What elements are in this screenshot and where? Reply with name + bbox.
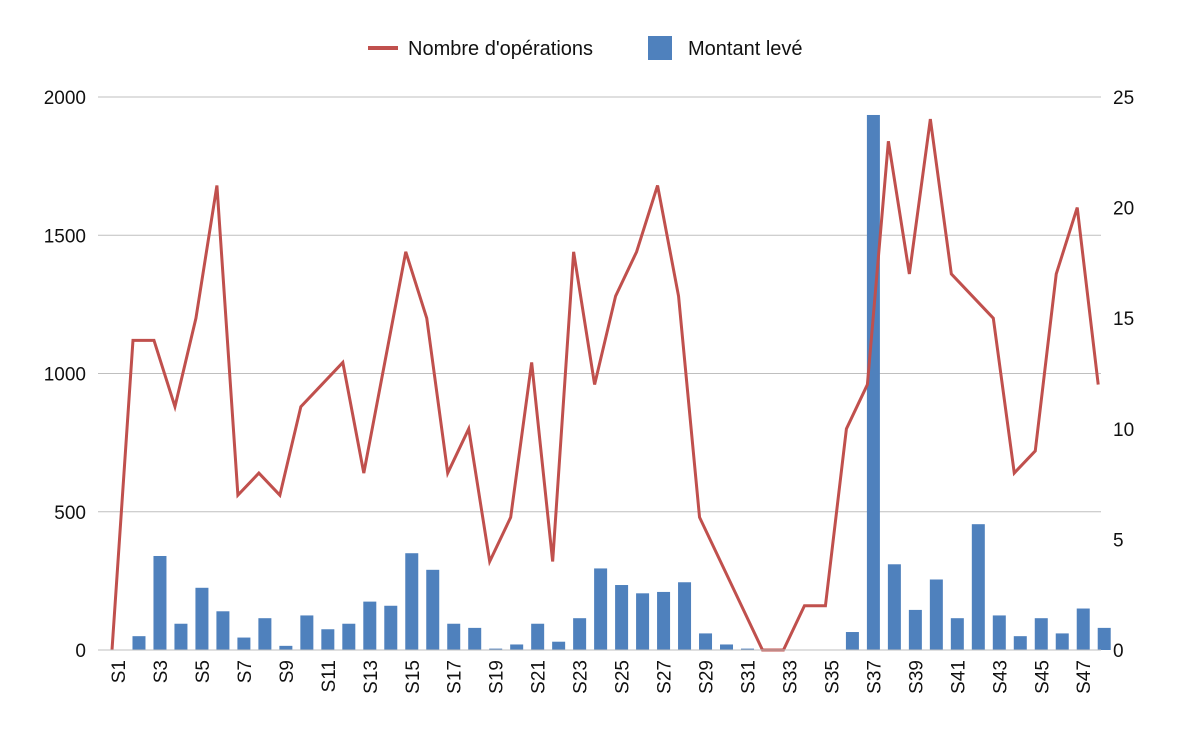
bar [573, 618, 587, 650]
bar-series [132, 114, 1111, 650]
bar [866, 114, 880, 650]
bar [699, 633, 713, 650]
bar [1034, 618, 1048, 650]
bar [971, 524, 985, 650]
line-series [110, 118, 1100, 652]
bar [657, 591, 671, 650]
y-right-tick-label: 5 [1113, 530, 1124, 551]
legend-label-amount: Montant levé [688, 38, 803, 60]
x-tick-label: S27 [655, 660, 676, 694]
y-left-tick-label: 500 [54, 503, 86, 524]
bar [132, 636, 146, 650]
bar [195, 587, 209, 650]
x-tick-label: S23 [571, 660, 592, 694]
y-left-tick-label: 2000 [44, 88, 86, 109]
x-tick-label: S17 [445, 660, 466, 694]
bar [531, 623, 545, 650]
bar [426, 569, 440, 650]
bar [1013, 636, 1027, 650]
x-tick-label: S45 [1032, 660, 1053, 694]
bar [992, 615, 1006, 650]
bar [174, 623, 188, 650]
bar [237, 637, 251, 650]
x-tick-label: S43 [990, 660, 1011, 694]
y-left-tick-label: 1500 [44, 226, 86, 247]
bar [552, 641, 566, 650]
x-tick-label: S37 [864, 660, 885, 694]
bar [1097, 627, 1111, 650]
x-tick-label: S31 [738, 660, 759, 694]
bar [1076, 608, 1090, 650]
x-tick-label: S3 [151, 660, 172, 683]
x-tick-label: S1 [109, 660, 130, 683]
y-left-tick-label: 0 [75, 641, 86, 662]
bar [384, 605, 398, 650]
legend: Nombre d'opérations Montant levé [368, 36, 803, 60]
bar [153, 555, 167, 650]
bar [908, 609, 922, 650]
bar [845, 632, 859, 650]
bar [405, 553, 419, 650]
x-tick-label: S19 [487, 660, 508, 694]
bar [342, 623, 356, 650]
y-left-tick-label: 1000 [44, 365, 86, 386]
bar [636, 593, 650, 650]
x-tick-label: S39 [906, 660, 927, 694]
legend-label-operations: Nombre d'opérations [408, 38, 593, 60]
x-tick-label: S29 [697, 660, 718, 694]
axes: 0 500 1000 1500 2000 0 5 10 15 20 25 S1 S3 S5 S7 S9 S11 S… [44, 88, 1134, 694]
bar [678, 582, 692, 650]
bar [1055, 633, 1069, 650]
bar [300, 615, 314, 650]
bar [615, 585, 629, 650]
bar [216, 611, 230, 650]
x-tick-label: S9 [277, 660, 298, 683]
y-right-tick-label: 10 [1113, 420, 1134, 441]
x-tick-label: S15 [403, 660, 424, 694]
gridlines [98, 96, 1101, 651]
bar [720, 644, 734, 650]
bar [489, 648, 503, 650]
bar [468, 627, 482, 650]
series-line [110, 118, 1100, 652]
bar [510, 644, 524, 650]
y-right-tick-label: 15 [1113, 309, 1134, 330]
x-tick-label: S7 [235, 660, 256, 683]
y-right-tick-label: 20 [1113, 199, 1134, 220]
x-tick-label: S33 [780, 660, 801, 694]
x-tick-label: S41 [948, 660, 969, 694]
bar [279, 645, 293, 650]
legend-bar-swatch [648, 36, 672, 60]
x-tick-label: S21 [529, 660, 550, 694]
bar [740, 648, 754, 650]
x-tick-label: S13 [361, 660, 382, 694]
bar [594, 568, 608, 650]
y-right-tick-label: 0 [1113, 641, 1124, 662]
bar [887, 564, 901, 650]
bar [321, 629, 335, 650]
bar [929, 579, 943, 650]
x-tick-label: S47 [1074, 660, 1095, 694]
x-tick-label: S25 [613, 660, 634, 694]
bar [258, 618, 272, 650]
y-right-tick-label: 25 [1113, 88, 1134, 109]
bar [363, 601, 377, 650]
x-tick-label: S11 [319, 660, 340, 692]
x-tick-label: S35 [822, 660, 843, 694]
bar [447, 623, 461, 650]
x-tick-label: S5 [193, 660, 214, 683]
bar [950, 618, 964, 650]
